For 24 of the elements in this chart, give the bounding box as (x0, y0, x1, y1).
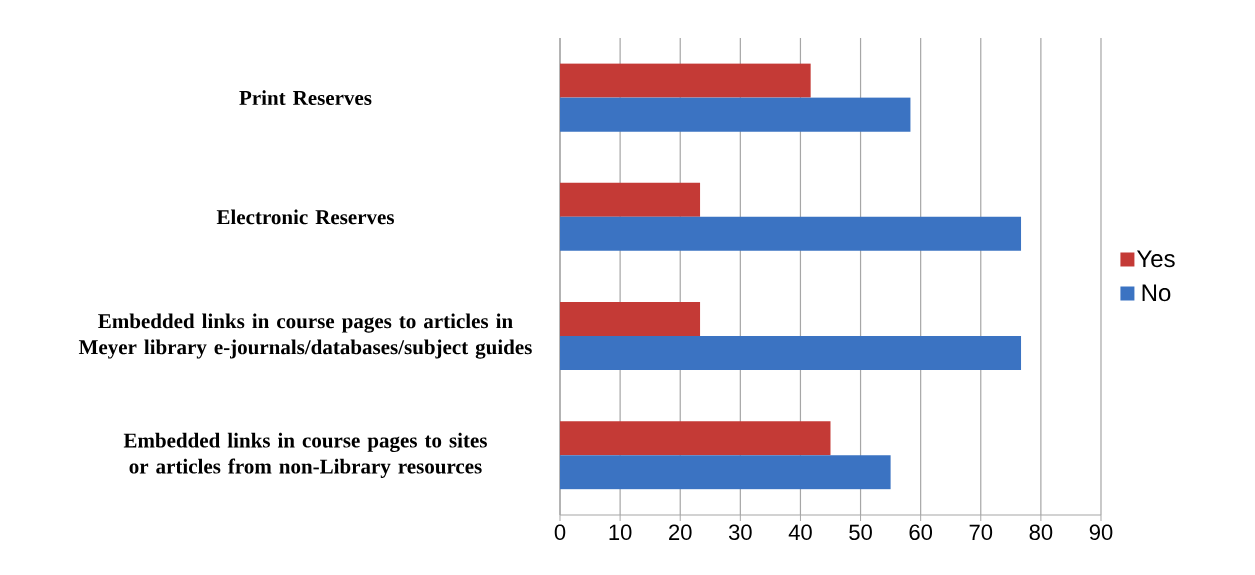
y-tick-label: Print Reserves (239, 90, 372, 106)
x-tick-label: 70 (969, 524, 993, 541)
bar (560, 182, 701, 217)
x-tick-label: 50 (849, 524, 872, 541)
x-tick-label: 0 (554, 524, 566, 541)
bar (560, 97, 911, 132)
x-tick-label: 90 (1089, 524, 1113, 541)
x-tick-label: 40 (788, 524, 812, 541)
bar (560, 216, 1022, 251)
y-tick-label: Embedded links in course pages to articles in Meyer library e-journals/databases/subject guides (78, 313, 532, 359)
x-tick-label: 60 (909, 524, 933, 541)
x-tick-label: 10 (609, 524, 632, 541)
y-tick-label: Electronic Reserves (216, 209, 394, 225)
x-tick-label: 80 (1029, 524, 1053, 541)
bar (560, 302, 701, 337)
bar (560, 336, 1022, 371)
legend-label: No (1142, 284, 1171, 302)
legend-label: Yes (1136, 250, 1175, 268)
bar (560, 421, 831, 456)
x-tick-label: 20 (669, 524, 692, 541)
bar (560, 63, 811, 98)
bar (560, 455, 891, 490)
y-tick-label: Embedded links in course pages to sites or articles from non-Library resources (123, 432, 487, 478)
x-tick-label: 30 (728, 524, 752, 541)
